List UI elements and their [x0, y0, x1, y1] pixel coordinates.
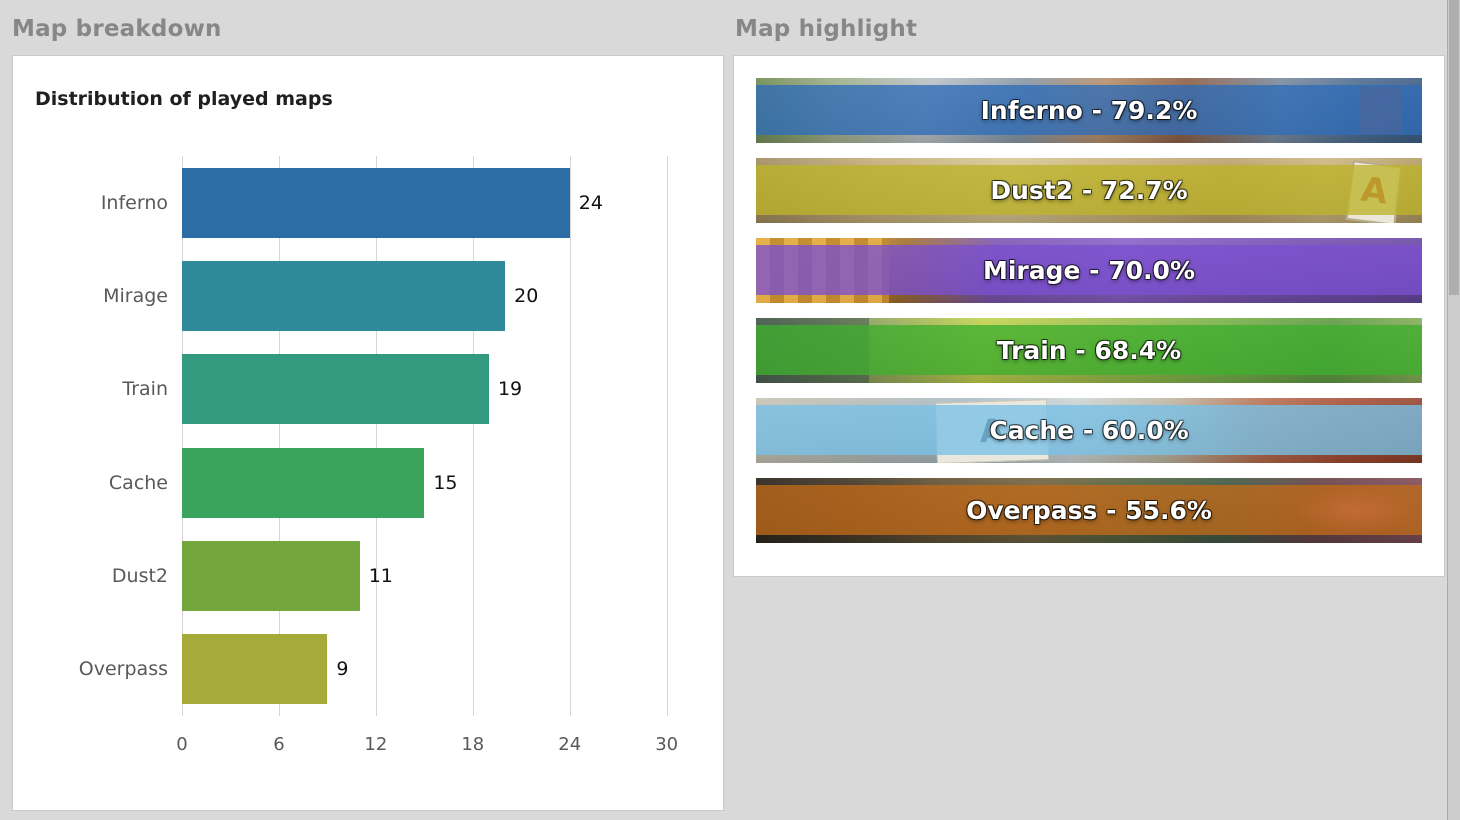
value-label: 15 [433, 471, 458, 494]
map-breakdown-panel: Distribution of played maps Inferno 24 Mir… [12, 55, 724, 811]
banner-band [756, 245, 1422, 295]
x-tick-label: 0 [176, 734, 188, 755]
category-label: Inferno [100, 191, 168, 214]
bar-dust2 [182, 540, 360, 611]
vertical-scrollbar[interactable] [1447, 0, 1460, 820]
chart-title: Distribution of played maps [35, 88, 333, 110]
gridline [472, 156, 474, 716]
banner-band [756, 325, 1422, 375]
bar-inferno [182, 167, 570, 238]
x-axis-ticks: 0 6 12 18 24 30 [176, 734, 699, 760]
scrollbar-thumb[interactable] [1449, 0, 1459, 296]
map-highlight-header: Map highlight [735, 16, 918, 42]
x-tick-label: 6 [273, 734, 285, 755]
bar-overpass [182, 634, 328, 705]
category-label: Overpass [78, 658, 168, 681]
gridline [666, 156, 668, 716]
value-label: 20 [514, 284, 539, 307]
x-tick-label: 18 [461, 734, 485, 755]
banner-label: Train - 68.4% [996, 336, 1182, 365]
gridline [182, 156, 183, 716]
gridline [569, 156, 571, 716]
map-banner-overpass: Overpass - 55.6% [756, 478, 1422, 543]
map-banner-cache: Cache - 60.0% [756, 398, 1422, 463]
category-label: Dust2 [111, 564, 168, 587]
bar-plot: Inferno 24 Mirage 20 Train 19 Cache 15 Dust2 11 Ov… [79, 156, 699, 755]
banner-label: Cache - 60.0% [989, 416, 1189, 445]
category-label: Train [122, 378, 168, 401]
value-label: 19 [497, 378, 523, 401]
bar-row: Inferno 24 [101, 156, 699, 249]
gridline [375, 156, 377, 716]
banner-band [756, 85, 1422, 135]
bar-row: Dust2 11 [112, 529, 699, 622]
banner-label: Mirage - 70.0% [982, 256, 1195, 285]
gridlines [182, 156, 699, 716]
bar-train [182, 354, 489, 425]
banner-label: Overpass - 55.6% [966, 496, 1212, 525]
bar-row: Train 19 [122, 343, 699, 436]
x-tick-label: 12 [364, 734, 388, 755]
bar-row: Overpass 9 [79, 623, 699, 716]
category-label: Mirage [103, 284, 168, 307]
banner-band [756, 165, 1422, 215]
banner-band [756, 405, 1422, 455]
bar-row: Cache 15 [109, 436, 699, 529]
x-tick-label: 30 [655, 734, 679, 755]
map-banner-inferno: Inferno - 79.2% [756, 78, 1422, 143]
bar-row: Mirage 20 [103, 249, 699, 342]
map-banner-train: Train - 68.4% [756, 318, 1422, 383]
value-label: 11 [368, 564, 393, 587]
map-banner-mirage: Mirage - 70.0% [756, 238, 1422, 303]
banner-label: Inferno - 79.2% [980, 96, 1198, 125]
x-tick-label: 24 [558, 734, 582, 755]
value-label: 24 [578, 191, 603, 214]
bar-cache [182, 447, 425, 518]
banner-label: Dust2 - 72.7% [990, 176, 1188, 205]
bar-mirage [182, 260, 506, 331]
category-label: Cache [108, 471, 168, 494]
gridline [278, 156, 280, 716]
map-breakdown-header: Map breakdown [12, 16, 222, 42]
value-label: 9 [336, 658, 349, 681]
banner-band [756, 485, 1422, 535]
map-banner-dust2: Dust2 - 72.7% [756, 158, 1422, 223]
bar-rows: Inferno 24 Mirage 20 Train 19 Cache 15 Dust2 11 Ov… [79, 156, 699, 716]
map-highlight-panel: Inferno - 79.2% Dust2 - 72.7% Mirage - 70.… [733, 55, 1445, 577]
banner-list: Inferno - 79.2% Dust2 - 72.7% Mirage - 70.… [734, 56, 1444, 576]
